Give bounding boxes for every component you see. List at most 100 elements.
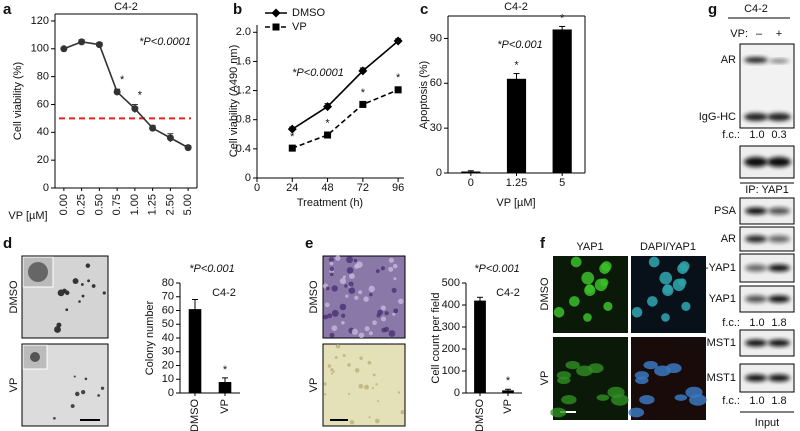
cell	[363, 296, 369, 302]
row-label: VP	[539, 371, 551, 386]
colony	[84, 377, 88, 381]
fc-value: 0.3	[771, 129, 786, 141]
column-label: DAPI/YAP1	[640, 241, 696, 253]
y-tick-label: 0.4	[236, 143, 251, 155]
cell	[685, 386, 703, 398]
cell	[354, 295, 359, 300]
band	[768, 235, 790, 243]
bar	[218, 382, 232, 393]
condition: –	[756, 28, 763, 40]
x-tick-label: 0	[254, 182, 260, 194]
cell	[329, 332, 335, 338]
cell	[331, 325, 338, 331]
cell	[661, 313, 670, 322]
marker	[287, 124, 297, 134]
annotation: *P<0.001	[189, 263, 235, 275]
x-axis-label: VP [µM]	[8, 210, 47, 222]
blot-label: IgG-HC	[699, 111, 736, 123]
cell	[377, 309, 383, 316]
cell	[371, 387, 374, 390]
cell	[349, 420, 355, 425]
colony	[100, 386, 105, 390]
bar	[502, 390, 514, 393]
cell	[647, 296, 658, 307]
cell	[639, 394, 655, 405]
cell	[557, 376, 571, 385]
cell	[348, 281, 354, 287]
cell	[372, 320, 377, 326]
cell	[391, 287, 397, 293]
x-tick-label: 72	[357, 182, 369, 194]
y-tick-label: 1.2	[236, 84, 251, 96]
y-tick-label: 500	[442, 277, 460, 289]
fc-value: 1.0	[749, 129, 764, 141]
annotation: *P<0.001	[474, 263, 520, 275]
cell	[681, 301, 691, 311]
marker	[323, 102, 333, 112]
colony	[102, 291, 106, 295]
cell	[596, 394, 610, 401]
y-tick-label: 80	[37, 71, 49, 83]
y-axis-label: Cell viability (A490 nm)	[228, 45, 240, 157]
cell	[380, 266, 385, 271]
bar	[188, 309, 202, 393]
y-axis-label: Colony number	[144, 300, 156, 375]
blot-title: C4-2	[744, 3, 768, 15]
cell	[377, 400, 380, 403]
cell	[659, 271, 673, 285]
cell	[344, 284, 348, 288]
band	[745, 295, 767, 303]
band	[744, 157, 768, 167]
cell	[335, 343, 341, 349]
cell	[331, 285, 338, 292]
cell	[328, 257, 334, 263]
band	[767, 113, 791, 121]
marker	[131, 105, 139, 113]
band	[745, 235, 767, 243]
cell	[570, 256, 582, 268]
colony	[81, 294, 85, 298]
panel-letter: b	[233, 1, 242, 18]
panel-letter: g	[708, 1, 717, 18]
y-tick-label: 0	[245, 172, 251, 184]
cell	[628, 407, 645, 418]
y-tick-label: 200	[442, 343, 460, 355]
cell	[400, 410, 405, 415]
cell	[665, 363, 682, 374]
x-axis-label: VP [µM]	[496, 197, 535, 209]
annotation: *P<0.001	[497, 39, 543, 51]
band	[745, 264, 767, 272]
column-label: YAP1	[576, 241, 603, 253]
y-tick-label: 50	[162, 318, 174, 330]
chart-title: C4-2	[212, 287, 236, 299]
y-tick-label: 120	[31, 15, 49, 27]
blot-label: AR	[721, 54, 736, 66]
marker	[149, 124, 157, 132]
series-line	[292, 89, 399, 149]
marker	[359, 100, 367, 108]
y-tick-label: 0	[43, 182, 49, 194]
y-tick-label: 0	[454, 387, 460, 399]
cell	[631, 307, 643, 318]
cell	[367, 360, 372, 365]
colony	[80, 283, 84, 286]
x-tick-label: VP	[502, 399, 514, 414]
band	[767, 157, 791, 167]
row-label: VP	[8, 378, 20, 393]
bar	[552, 29, 572, 174]
row-label: DMSO	[308, 280, 320, 313]
cell	[327, 313, 333, 319]
bar	[506, 78, 527, 173]
cell	[368, 285, 375, 293]
condition: +	[776, 28, 782, 40]
cell	[584, 284, 596, 297]
y-tick-label: 0	[436, 167, 442, 179]
panel-letter: a	[3, 1, 12, 18]
chart-title: C4-2	[496, 287, 520, 299]
cell	[388, 330, 396, 337]
fc-value: 1.0	[749, 395, 764, 407]
cell	[364, 326, 370, 332]
colony	[53, 416, 56, 420]
cell	[339, 278, 347, 285]
